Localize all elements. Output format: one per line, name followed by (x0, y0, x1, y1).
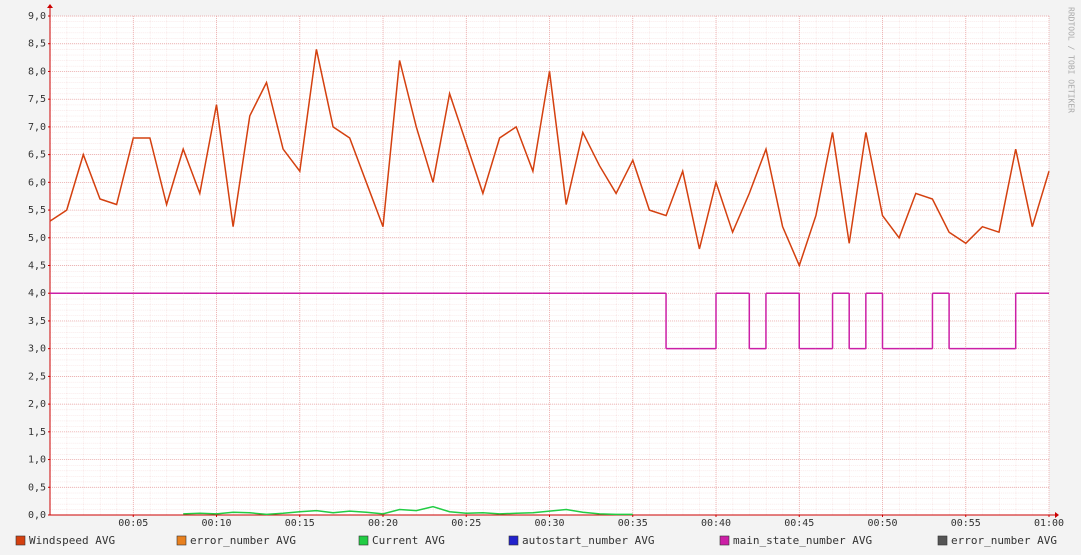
y-tick-label: 6,0 (28, 177, 46, 188)
x-tick-label: 00:05 (118, 518, 148, 529)
y-tick-label: 1,0 (28, 455, 46, 466)
y-tick-label: 3,5 (28, 316, 46, 327)
legend-swatch (15, 535, 26, 546)
y-tick-label: 7,5 (28, 94, 46, 105)
y-tick-label: 5,0 (28, 233, 46, 244)
series-line (183, 505, 633, 516)
axis-arrow (47, 4, 53, 8)
y-tick-label: 3,0 (28, 344, 46, 355)
x-tick-label: 00:10 (201, 518, 231, 529)
y-tick-label: 2,0 (28, 399, 46, 410)
legend-label: Windspeed AVG (29, 534, 115, 547)
legend-swatch (358, 535, 369, 546)
x-tick-label: 00:55 (951, 518, 981, 529)
legend: Windspeed AVG error_number AVG Current AVG… (15, 534, 1057, 547)
y-tick-label: 4,5 (28, 261, 46, 272)
legend-label: autostart_number AVG (522, 534, 654, 547)
y-tick-label: 1,5 (28, 427, 46, 438)
x-tick-label: 00:25 (451, 518, 481, 529)
y-tick-label: 7,0 (28, 122, 46, 133)
legend-swatch (719, 535, 730, 546)
y-tick-label: 8,0 (28, 66, 46, 77)
legend-label: main_state_number AVG (733, 534, 872, 547)
x-tick-label: 00:20 (368, 518, 398, 529)
x-tick-label: 01:00 (1034, 518, 1064, 529)
legend-label: error_number AVG (190, 534, 296, 547)
y-tick-label: 5,5 (28, 205, 46, 216)
legend-swatch (176, 535, 187, 546)
y-tick-label: 4,0 (28, 288, 46, 299)
legend-label: error_number AVG (951, 534, 1057, 547)
legend-label: Current AVG (372, 534, 445, 547)
y-tick-label: 6,5 (28, 150, 46, 161)
y-tick-label: 8,5 (28, 39, 46, 50)
y-tick-label: 2,5 (28, 371, 46, 382)
y-tick-label: 9,0 (28, 11, 46, 22)
y-tick-label: 0,0 (28, 510, 46, 521)
x-tick-label: 00:30 (534, 518, 564, 529)
legend-swatch (937, 535, 948, 546)
series-line (49, 49, 1050, 268)
x-tick-label: 00:45 (784, 518, 814, 529)
y-tick-label: 0,5 (28, 482, 46, 493)
x-tick-label: 00:15 (285, 518, 315, 529)
x-tick-label: 00:40 (701, 518, 731, 529)
x-tick-label: 00:35 (618, 518, 648, 529)
legend-swatch (508, 535, 519, 546)
watermark: RRDTOOL / TOBI OETIKER (1067, 7, 1076, 113)
x-tick-label: 00:50 (867, 518, 897, 529)
axis-arrow (1055, 512, 1059, 518)
